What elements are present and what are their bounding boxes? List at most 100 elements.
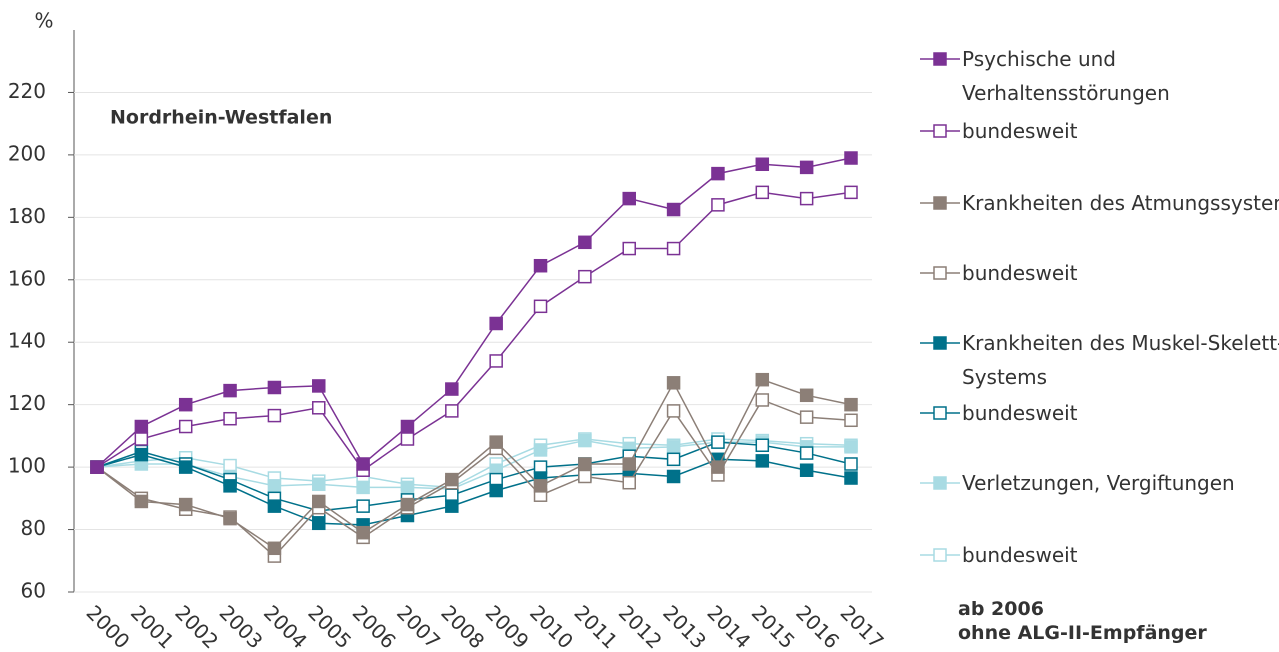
legend-marker [933, 266, 947, 280]
data-point [533, 258, 548, 273]
legend-item: Krankheiten des Atmungssystems [918, 186, 1279, 220]
data-point [844, 471, 858, 485]
x-tick-label: 2012 [614, 600, 667, 652]
data-point [312, 379, 326, 393]
data-point [400, 432, 415, 446]
data-point [755, 185, 770, 200]
x-tick-label: 2005 [303, 600, 356, 652]
data-point [445, 472, 459, 487]
data-point [223, 383, 237, 398]
data-point [445, 382, 459, 396]
series-line [96, 157, 852, 468]
data-point [755, 454, 770, 468]
data-point [578, 433, 592, 448]
legend-icon [920, 548, 960, 562]
series-line [96, 191, 852, 472]
y-tick-label: 200 [8, 141, 46, 165]
data-point [844, 457, 858, 471]
data-point [400, 419, 415, 434]
data-point [312, 477, 326, 492]
data-point [666, 202, 681, 217]
data-point [844, 151, 858, 165]
data-point [711, 460, 725, 474]
y-tick-label: 100 [8, 454, 46, 478]
x-tick-label: 2011 [569, 600, 622, 652]
data-point [844, 413, 858, 428]
data-point [799, 446, 814, 460]
x-tick-label: 2008 [436, 600, 489, 652]
x-tick-label: 2016 [791, 600, 844, 652]
data-point [666, 241, 681, 256]
data-point [312, 401, 326, 415]
legend-icon [920, 406, 960, 420]
legend-icon [920, 124, 960, 138]
data-point [445, 404, 459, 418]
y-unit: % [34, 9, 53, 33]
legend-marker [933, 476, 947, 490]
data-point [356, 480, 370, 495]
legend-icon [920, 336, 960, 350]
data-point [622, 457, 636, 471]
legend-marker [933, 406, 947, 420]
data-point [178, 419, 193, 434]
x-tick-label: 2014 [703, 600, 756, 652]
data-point [178, 397, 193, 412]
legend-icon [920, 196, 960, 210]
data-point [755, 157, 770, 172]
chart: % Nordrhein-Westfalen 60 80 100 120 140 160 18… [8, 9, 889, 652]
data-point [666, 404, 681, 418]
data-point [223, 411, 237, 426]
data-point [356, 499, 370, 513]
data-point [223, 511, 237, 526]
data-point [134, 432, 149, 446]
legend-item: Psychische und Verhaltensstörungen [918, 42, 1279, 110]
data-point [844, 440, 858, 454]
data-point [267, 479, 282, 493]
data-point [267, 541, 282, 556]
data-point [533, 479, 548, 493]
x-tick-label: 2015 [747, 600, 800, 652]
data-point [666, 469, 681, 484]
data-point [799, 463, 814, 477]
data-point [711, 435, 725, 449]
x-tick-label: 2007 [392, 600, 445, 652]
data-point [312, 516, 326, 531]
data-point [622, 241, 636, 256]
data-point [489, 354, 503, 368]
data-point [134, 419, 149, 434]
legend-item: Verletzungen, Vergiftungen [918, 466, 1279, 500]
series-line [96, 441, 852, 512]
legend-item: bundesweit [918, 256, 1279, 290]
legend-item: bundesweit [918, 114, 1279, 148]
data-point [134, 494, 149, 509]
data-point [312, 494, 326, 509]
y-tick-label: 180 [8, 204, 46, 228]
legend-label: bundesweit [962, 543, 1078, 567]
data-point [178, 460, 193, 474]
legend-icon [920, 266, 960, 280]
data-point [267, 499, 282, 513]
data-point [578, 269, 592, 284]
legend-marker [933, 548, 947, 562]
legend-marker [933, 336, 947, 350]
data-point [666, 376, 681, 390]
y-tick-label: 120 [8, 391, 46, 415]
x-tick-label: 2010 [525, 600, 578, 652]
legend-item: bundesweit [918, 396, 1279, 430]
data-point [799, 191, 814, 206]
data-point [90, 460, 104, 474]
series-line [96, 453, 852, 526]
data-point [533, 443, 548, 457]
series-line [96, 438, 852, 489]
data-point [223, 479, 237, 493]
data-point [799, 410, 814, 424]
data-point [799, 388, 814, 403]
data-point [533, 299, 548, 314]
legend-label: bundesweit [962, 119, 1078, 143]
data-point [489, 435, 503, 449]
data-point [755, 393, 770, 407]
x-tick-label: 2017 [836, 600, 889, 652]
legend-label: Krankheiten des Muskel-Skelett-Systems [962, 331, 1279, 389]
data-point [711, 166, 725, 181]
